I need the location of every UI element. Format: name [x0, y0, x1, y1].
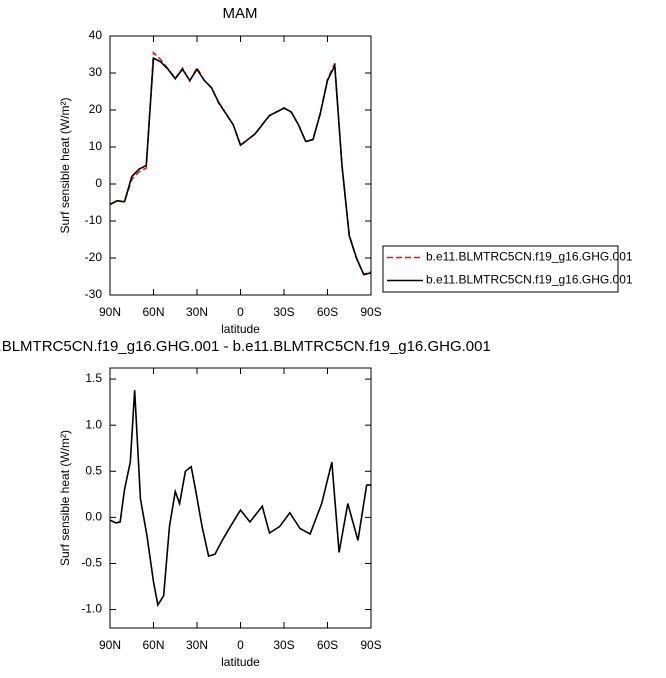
x-tick-label: 0	[237, 638, 244, 652]
y-tick-label: -30	[85, 287, 103, 301]
x-tick-label: 60S	[317, 305, 338, 319]
x-tick-label: 60N	[142, 638, 164, 652]
y-tick-label: 20	[89, 102, 103, 116]
chart-title: MAM	[223, 5, 258, 22]
x-tick-label: 30S	[273, 638, 294, 652]
y-tick-label: -1.0	[81, 602, 102, 616]
x-tick-label: 30N	[186, 305, 208, 319]
x-axis-label: latitude	[221, 655, 260, 669]
data-line	[109, 56, 372, 276]
legend-box	[382, 245, 619, 293]
plot-frame	[109, 367, 372, 629]
legend-label: b.e11.BLMTRC5CN.f19_g16.GHG.001	[426, 250, 633, 264]
y-tick-label: -0.5	[81, 556, 102, 570]
y-tick-label: 0	[95, 176, 102, 190]
plot-frame	[109, 35, 372, 296]
legend-label: b.e11.BLMTRC5CN.f19_g16.GHG.001	[426, 273, 633, 287]
x-tick-label: 60S	[317, 638, 338, 652]
x-tick-label: 0	[237, 305, 244, 319]
y-tick-label: 1.5	[85, 371, 102, 385]
x-tick-label: 30N	[186, 638, 208, 652]
y-tick-label: -10	[85, 213, 103, 227]
x-axis-label: latitude	[221, 322, 260, 336]
y-tick-label: -20	[85, 250, 103, 264]
y-axis-label: Surf sensible heat (W/m²)	[58, 97, 72, 233]
y-tick-label: 0.0	[85, 510, 102, 524]
x-tick-label: 90S	[360, 638, 381, 652]
y-tick-label: 30	[89, 65, 103, 79]
x-tick-label: 60N	[142, 305, 164, 319]
y-tick-label: 10	[89, 139, 103, 153]
x-tick-label: 90N	[99, 638, 121, 652]
chart-title: 1.BLMTRC5CN.f19_g16.GHG.001 - b.e11.BLMT…	[0, 338, 491, 355]
x-tick-label: 30S	[273, 305, 294, 319]
y-axis-label: Surf sensible heat (W/m²)	[58, 430, 72, 566]
data-line	[109, 50, 372, 276]
x-tick-label: 90N	[99, 305, 121, 319]
data-line	[109, 390, 371, 608]
y-tick-label: 0.5	[85, 463, 102, 477]
y-tick-label: 40	[89, 28, 103, 42]
y-tick-label: 1.0	[85, 417, 102, 431]
x-tick-label: 90S	[360, 305, 381, 319]
